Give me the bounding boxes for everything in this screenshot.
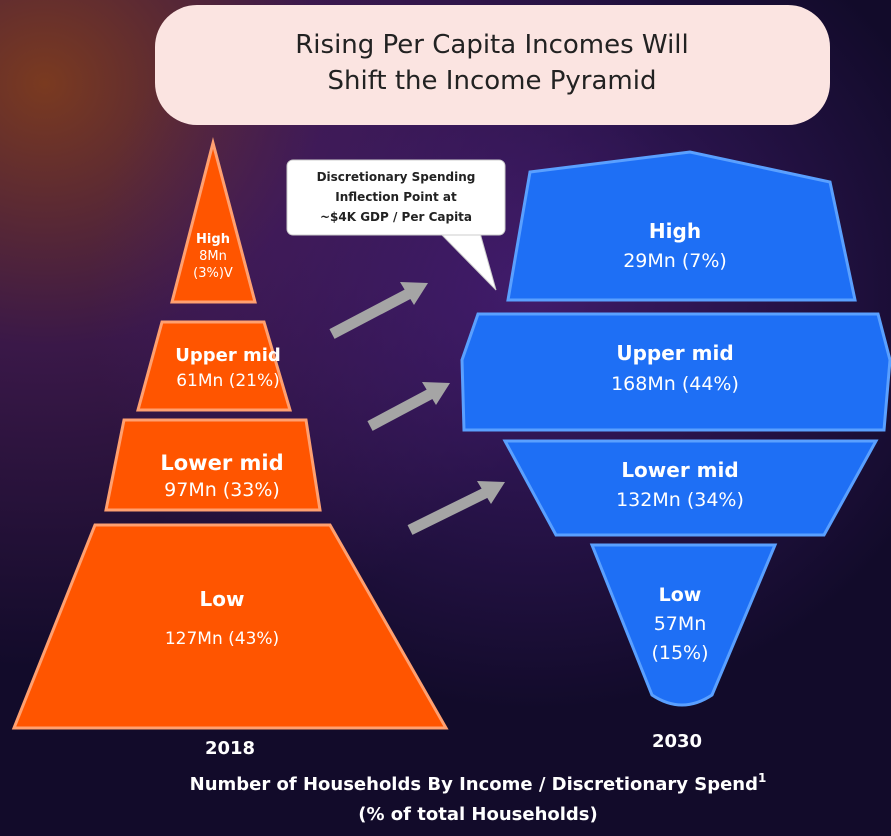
arrow-head — [400, 282, 428, 305]
level-name: High — [649, 219, 701, 243]
level-value: 97Mn (33%) — [164, 479, 280, 501]
pyramid-2030 — [460, 150, 891, 707]
level-name: Lower mid — [160, 451, 283, 475]
callout-box — [286, 159, 506, 236]
level-value: 29Mn (7%) — [623, 250, 727, 272]
level-shape — [104, 418, 322, 512]
arrow — [407, 487, 490, 535]
arrow — [367, 388, 435, 431]
arrow-head — [422, 382, 450, 405]
callout-line: ~$4K GDP / Per Capita — [320, 210, 472, 224]
arrow-head — [477, 481, 505, 504]
level-shape — [460, 312, 891, 432]
footer-line: (% of total Households) — [358, 804, 598, 825]
level-shape — [11, 523, 449, 730]
level-name: Low — [659, 584, 702, 606]
level-shape — [502, 439, 879, 537]
footer-line: Number of Households By Income / Discret… — [190, 771, 767, 795]
callout-line: Inflection Point at — [335, 190, 457, 204]
pyramid-2018 — [11, 137, 449, 730]
level-value: 8Mn — [199, 249, 227, 264]
level-value: (15%) — [651, 642, 708, 664]
arrow — [329, 288, 413, 339]
level-shape — [589, 543, 778, 707]
year-label: 2030 — [652, 731, 702, 752]
arrows — [329, 282, 505, 535]
title-line: Rising Per Capita Incomes Will — [295, 30, 689, 60]
level-value: (3%)V — [193, 266, 233, 281]
level-shape — [170, 137, 257, 304]
pyramid-2030-labels: High 29Mn (7%) Upper mid 168Mn (44%) Low… — [611, 219, 744, 664]
level-name: Lower mid — [621, 458, 738, 482]
level-shape — [136, 320, 293, 412]
level-name: High — [196, 232, 230, 247]
callout-line: Discretionary Spending — [317, 170, 476, 184]
year-label: 2018 — [205, 738, 255, 759]
level-value: 168Mn (44%) — [611, 373, 739, 395]
level-value: 127Mn (43%) — [165, 629, 279, 649]
pyramid-2018-labels: High 8Mn (3%)V Upper mid 61Mn (21%) Lowe… — [160, 232, 283, 649]
level-name: Low — [200, 587, 245, 611]
callout-text: Discretionary Spending Inflection Point … — [317, 170, 476, 224]
level-value: 132Mn (34%) — [616, 489, 744, 511]
level-shape — [506, 150, 857, 302]
level-name: Upper mid — [616, 341, 733, 365]
title-box — [155, 5, 830, 125]
level-name: Upper mid — [175, 345, 281, 366]
footer-text: Number of Households By Income / Discret… — [190, 774, 758, 795]
footnote-mark: 1 — [758, 771, 766, 785]
level-value: 61Mn (21%) — [176, 371, 280, 391]
level-value: 57Mn — [654, 613, 707, 635]
title-line: Shift the Income Pyramid — [328, 66, 657, 96]
